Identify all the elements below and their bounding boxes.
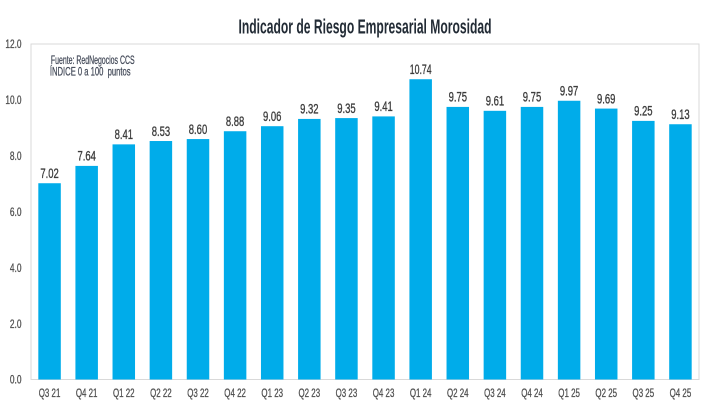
svg-text:Q4 23: Q4 23: [373, 388, 395, 400]
svg-text:9.61: 9.61: [486, 93, 505, 109]
svg-text:9.75: 9.75: [523, 89, 542, 105]
svg-text:9.69: 9.69: [597, 90, 616, 106]
svg-text:9.35: 9.35: [337, 100, 356, 116]
svg-text:Q1 23: Q1 23: [261, 388, 283, 400]
svg-text:8.60: 8.60: [189, 121, 208, 137]
svg-text:8.88: 8.88: [226, 113, 245, 129]
svg-text:Fuente: RedNegocios CCS: Fuente: RedNegocios CCS: [51, 53, 135, 67]
svg-text:Q2 25: Q2 25: [595, 388, 617, 400]
svg-text:9.97: 9.97: [560, 83, 579, 99]
svg-text:4.0: 4.0: [10, 263, 22, 275]
svg-text:9.13: 9.13: [671, 106, 690, 122]
svg-text:7.02: 7.02: [40, 165, 59, 181]
svg-text:Q2 24: Q2 24: [447, 388, 469, 400]
svg-text:Q4 22: Q4 22: [224, 388, 246, 400]
svg-text:Q1 25: Q1 25: [558, 388, 580, 400]
svg-text:10.74: 10.74: [410, 61, 432, 77]
svg-text:9.75: 9.75: [449, 89, 468, 105]
svg-text:Q4 25: Q4 25: [670, 388, 692, 400]
svg-text:Indicador de Riesgo Empresaria: Indicador de Riesgo Empresarial Morosida…: [239, 17, 492, 39]
svg-text:Q4 24: Q4 24: [521, 388, 543, 400]
svg-text:Q3 21: Q3 21: [39, 388, 61, 400]
svg-text:0.0: 0.0: [10, 375, 22, 387]
svg-text:12.0: 12.0: [5, 39, 21, 51]
svg-text:8.0: 8.0: [10, 151, 22, 163]
svg-text:Q1 22: Q1 22: [113, 388, 135, 400]
svg-text:Q4 21: Q4 21: [76, 388, 98, 400]
svg-text:ÍNDICE 0 a 100 puntos: ÍNDICE 0 a 100 puntos: [50, 64, 131, 78]
svg-text:9.32: 9.32: [300, 101, 319, 117]
svg-text:6.0: 6.0: [10, 207, 22, 219]
svg-text:2.0: 2.0: [10, 319, 22, 331]
svg-text:8.41: 8.41: [115, 126, 134, 142]
svg-text:9.41: 9.41: [374, 98, 393, 114]
svg-text:10.0: 10.0: [5, 95, 21, 107]
svg-text:Q3 23: Q3 23: [336, 388, 358, 400]
svg-text:Q3 25: Q3 25: [633, 388, 655, 400]
svg-text:9.25: 9.25: [634, 103, 653, 119]
svg-text:Q1 24: Q1 24: [410, 388, 432, 400]
svg-text:Q2 23: Q2 23: [299, 388, 321, 400]
svg-text:Q3 24: Q3 24: [484, 388, 506, 400]
svg-text:Q3 22: Q3 22: [187, 388, 209, 400]
svg-text:8.53: 8.53: [152, 123, 171, 139]
svg-text:9.06: 9.06: [263, 108, 282, 124]
svg-text:7.64: 7.64: [77, 148, 96, 164]
svg-text:Q2 22: Q2 22: [150, 388, 172, 400]
